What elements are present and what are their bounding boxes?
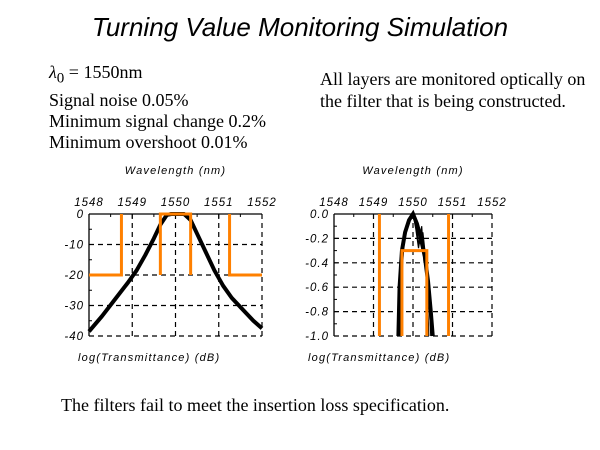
minimum-overshoot: Minimum overshoot 0.01% [49, 131, 248, 152]
y-tick-label: -0.2 [305, 233, 329, 245]
x-tick-label: 1550 [161, 197, 191, 209]
y-tick-label: -0.4 [305, 258, 329, 270]
y-tick-label: 0.0 [310, 209, 329, 221]
spec-mask-segment [158, 212, 193, 275]
x-tick-label: 1549 [117, 197, 147, 209]
conclusion-text: The filters fail to meet the insertion l… [61, 395, 450, 415]
y-tick-label: -20 [64, 270, 84, 282]
spec-mask-segment [228, 214, 262, 277]
minimum-signal-change: Minimum signal change 0.2% [49, 110, 266, 131]
lambda-symbol: λ [49, 62, 57, 82]
y-tick-label: -1.0 [305, 331, 329, 343]
simulation-parameters: λ0 = 1550nm Signal noise 0.05% Minimum s… [49, 62, 266, 153]
transmittance-curve-run [399, 212, 430, 337]
x-tick-label: 1551 [438, 197, 468, 209]
x-tick-label: 1552 [247, 197, 277, 209]
y-tick-label: -0.8 [305, 307, 329, 319]
chart-broadband: Wavelength (nm) log(Transmittance) (dB) 15… [64, 165, 277, 364]
spec-mask-segment [89, 214, 123, 277]
x-tick-label: 1548 [319, 197, 349, 209]
chart-passband-zoom: Wavelength (nm) log(Transmittance) (dB) 15… [305, 165, 507, 364]
lambda-value: = 1550nm [64, 62, 143, 82]
x-axis-title: Wavelength (nm) [362, 165, 464, 177]
y-tick-label: -0.6 [305, 282, 329, 294]
y-axis-title: log(Transmittance) (dB) [78, 352, 220, 364]
spec-mask-segment [400, 249, 429, 336]
y-tick-label: -40 [64, 331, 84, 343]
x-tick-label: 1548 [74, 197, 104, 209]
y-tick-label: -10 [64, 240, 84, 252]
slide-title: Turning Value Monitoring Simulation [91, 12, 509, 42]
signal-noise: Signal noise 0.05% [49, 89, 189, 110]
y-tick-label: -30 [64, 301, 84, 313]
x-tick-label: 1550 [398, 197, 428, 209]
x-axis-title: Wavelength (nm) [125, 165, 227, 177]
lambda-subscript: 0 [56, 70, 65, 87]
y-axis-title: log(Transmittance) (dB) [308, 352, 450, 364]
x-tick-label: 1549 [359, 197, 389, 209]
center-wavelength: λ0 = 1550nm [49, 62, 266, 90]
x-tick-label: 1551 [204, 197, 234, 209]
y-tick-label: 0 [77, 209, 84, 221]
x-tick-label: 1552 [477, 197, 507, 209]
monitoring-note: All layers are monitored optically on th… [320, 69, 586, 111]
